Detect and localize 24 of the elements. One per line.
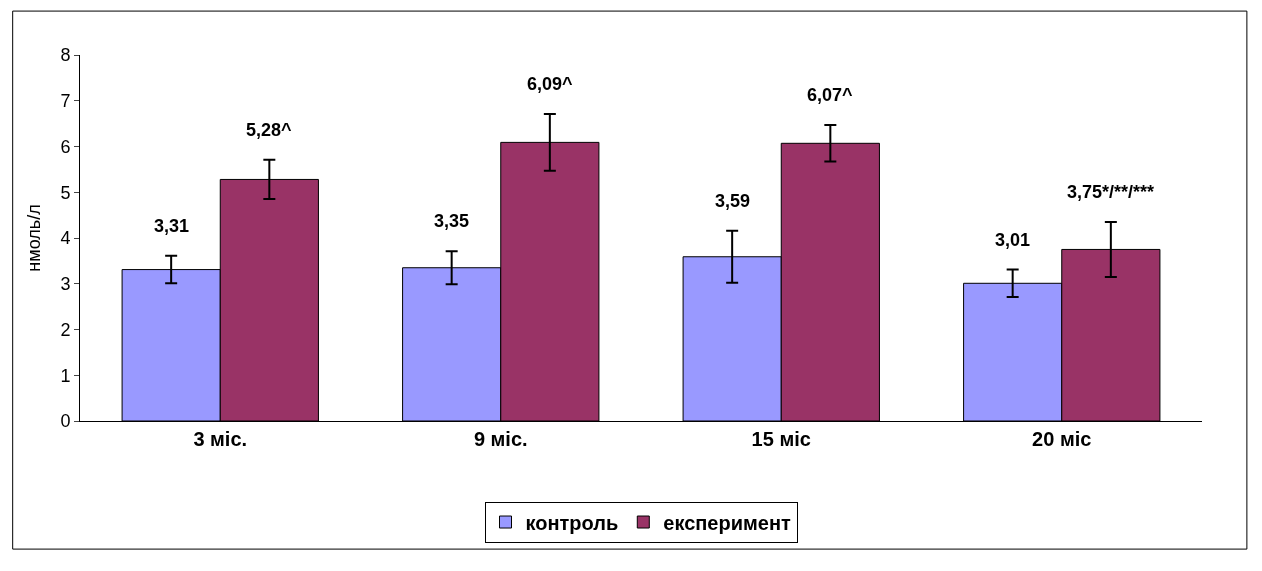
data-label: 3,75*/**/***: [1067, 182, 1155, 202]
legend-label: експеримент: [663, 511, 791, 534]
y-tick-label: 3: [60, 274, 71, 295]
legend-label: контроль: [525, 511, 619, 534]
y-tick-label: 0: [60, 411, 71, 432]
y-tick-label: 5: [60, 182, 71, 203]
data-label: 5,28^: [246, 120, 293, 140]
x-tick-label: 9 міс.: [473, 428, 528, 450]
data-label: 3,01: [995, 230, 1031, 250]
x-tick-label: 3 міс.: [193, 428, 248, 450]
data-label: 3,35: [434, 211, 470, 231]
y-tick-label: 6: [60, 136, 71, 157]
x-tick-label: 20 міс: [1032, 428, 1092, 450]
y-tick-label: 8: [60, 45, 71, 66]
y-tick-label: 2: [60, 319, 71, 340]
x-tick-label: 15 міс: [751, 428, 811, 450]
y-tick-label: 4: [60, 228, 71, 249]
y-tick-label: 7: [60, 91, 71, 112]
data-label: 6,09^: [527, 74, 574, 94]
data-label: 3,31: [154, 216, 190, 236]
y-tick-label: 1: [60, 365, 71, 386]
data-label: 3,59: [715, 191, 751, 211]
y-axis-title: нмоль/л: [23, 204, 44, 272]
data-label: 6,07^: [807, 85, 854, 105]
